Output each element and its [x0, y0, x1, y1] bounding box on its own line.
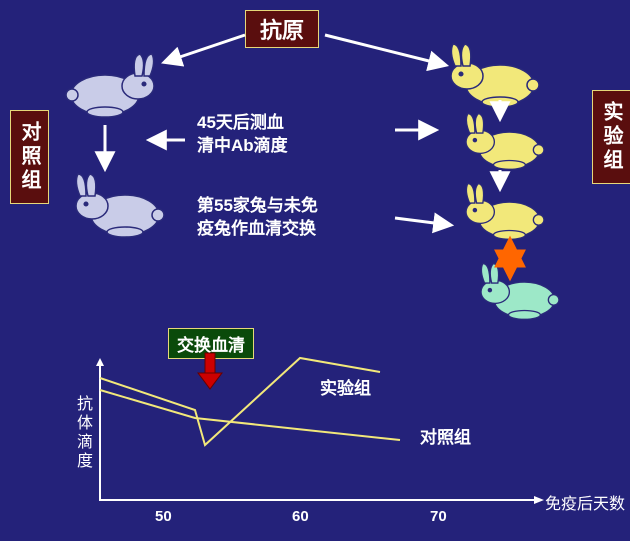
x-axis-label: 免疫后天数: [545, 490, 625, 514]
arrow-antigen-right: [325, 35, 445, 65]
x-axis-arrowhead: [534, 496, 544, 504]
x-tick-70: 70: [430, 508, 447, 525]
arrows-layer: [0, 0, 630, 330]
x-tick-60: 60: [292, 508, 309, 525]
y-axis-arrowhead: [96, 358, 104, 366]
arrow-step2-right: [395, 218, 450, 225]
x-tick-50: 50: [155, 508, 172, 525]
y-axis-label: 抗体滴度: [70, 395, 94, 471]
exp-series-label: 实验组: [320, 378, 371, 401]
arrow-antigen-left: [165, 35, 245, 62]
ctrl-series-label: 对照组: [420, 427, 471, 450]
